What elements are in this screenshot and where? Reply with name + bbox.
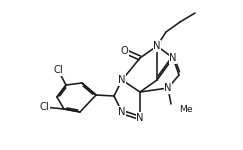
Text: N: N bbox=[136, 113, 144, 123]
Text: N: N bbox=[169, 53, 177, 63]
Text: Cl: Cl bbox=[39, 102, 49, 112]
Text: N: N bbox=[153, 41, 161, 51]
Text: O: O bbox=[120, 46, 128, 56]
Text: N: N bbox=[118, 107, 126, 117]
Text: Cl: Cl bbox=[53, 65, 63, 75]
Text: N: N bbox=[164, 83, 172, 93]
Text: N: N bbox=[118, 75, 126, 85]
Text: Me: Me bbox=[179, 105, 193, 114]
